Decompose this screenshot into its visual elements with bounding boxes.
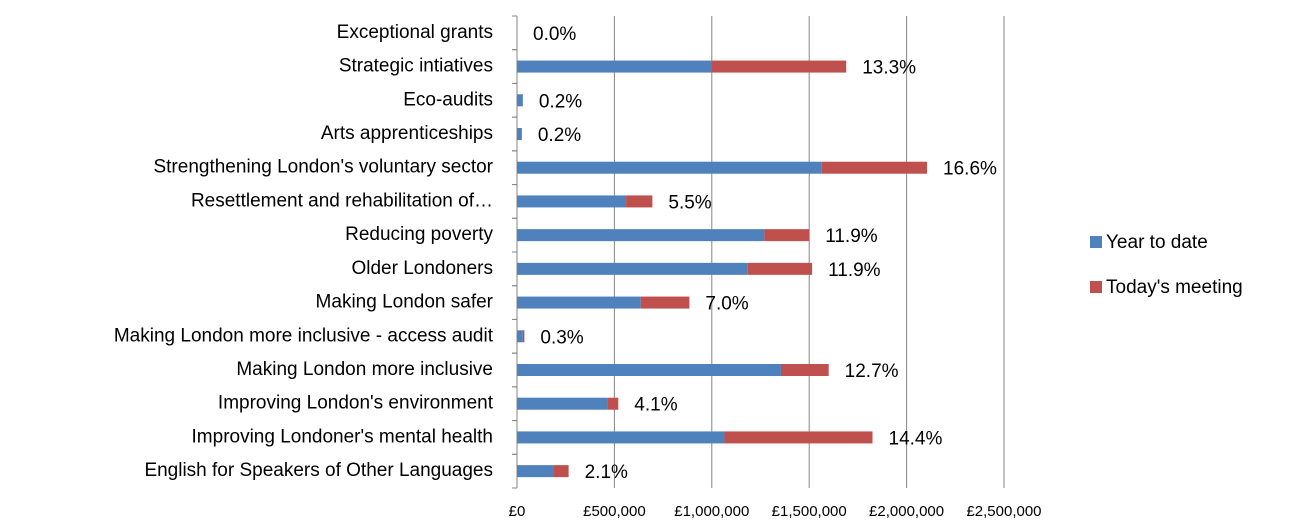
bar <box>724 431 873 444</box>
total-label: 4.1% <box>634 395 677 416</box>
legend-swatch <box>1090 281 1102 293</box>
bar <box>517 128 522 140</box>
bar <box>626 195 653 208</box>
y-tick-label: Strengthening London's voluntary sector <box>153 157 493 178</box>
y-tick-label: Making London more inclusive <box>236 359 493 380</box>
bar <box>747 262 813 275</box>
total-label: 0.0% <box>533 24 576 45</box>
total-label: 0.2% <box>539 91 582 112</box>
y-tick-label: Resettlement and rehabilitation of… <box>191 190 493 211</box>
y-tick-label: Improving Londoner's mental health <box>192 426 493 447</box>
x-tick-label: £2,000,000 <box>869 503 944 520</box>
bar <box>607 397 619 410</box>
y-tick-label: Improving London's environment <box>218 393 494 414</box>
y-tick-label: Making London more inclusive - access au… <box>114 325 494 346</box>
total-label: 7.0% <box>705 294 748 315</box>
total-label: 13.3% <box>862 58 916 79</box>
x-tick-label: £1,000,000 <box>674 503 749 520</box>
total-label: 16.6% <box>943 159 997 180</box>
legend-label: Today's meeting <box>1106 277 1243 298</box>
bar <box>517 465 555 478</box>
total-label: 0.2% <box>538 125 581 146</box>
total-label: 11.9% <box>825 226 878 247</box>
y-tick-label: Older Londoners <box>351 258 493 279</box>
bar <box>764 229 810 242</box>
bar <box>517 94 523 107</box>
bar <box>522 330 525 343</box>
y-tick-label: Making London safer <box>316 292 494 313</box>
x-tick-label: £500,000 <box>583 503 646 520</box>
total-label: 11.9% <box>828 260 881 281</box>
bar <box>517 364 781 376</box>
bar <box>517 296 641 309</box>
x-tick-label: £1,500,000 <box>772 503 847 520</box>
x-tick-label: £0 <box>509 503 526 520</box>
y-tick-label: Strategic intiatives <box>339 56 493 77</box>
bar <box>517 60 712 73</box>
bar <box>517 161 822 174</box>
bar <box>517 330 523 343</box>
y-tick-label: English for Speakers of Other Languages <box>144 460 493 481</box>
bar <box>780 364 829 376</box>
legend-label: Year to date <box>1106 232 1208 253</box>
bar <box>711 60 847 73</box>
bar <box>821 161 928 174</box>
bar <box>640 296 690 309</box>
bar <box>517 262 748 275</box>
bar <box>554 465 569 478</box>
y-tick-label: Exceptional grants <box>337 22 493 43</box>
y-tick-label: Eco-audits <box>403 89 493 110</box>
bar <box>517 431 725 444</box>
bar <box>517 229 765 242</box>
legend-swatch <box>1090 236 1102 248</box>
y-tick-label: Arts apprenticeships <box>321 123 493 144</box>
x-tick-label: £2,500,000 <box>966 503 1041 520</box>
total-label: 5.5% <box>668 192 711 213</box>
total-label: 2.1% <box>585 462 628 483</box>
total-label: 12.7% <box>845 361 899 382</box>
bar <box>517 195 627 208</box>
total-label: 0.3% <box>540 327 583 348</box>
y-tick-label: Reducing poverty <box>345 224 493 245</box>
bar <box>517 397 608 410</box>
total-label: 14.4% <box>889 428 943 449</box>
